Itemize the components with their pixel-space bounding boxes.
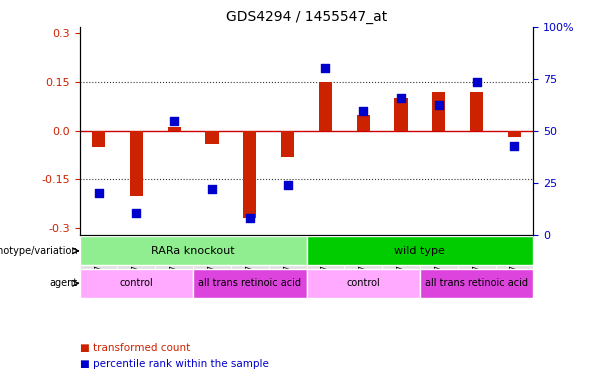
Bar bbox=[319, 82, 332, 131]
Text: RARa knockout: RARa knockout bbox=[151, 246, 235, 256]
Text: control: control bbox=[346, 278, 380, 288]
Point bbox=[509, 143, 519, 149]
Text: GSM775297: GSM775297 bbox=[359, 241, 368, 296]
FancyBboxPatch shape bbox=[306, 269, 420, 298]
Bar bbox=[80, 241, 118, 280]
Bar bbox=[92, 131, 105, 147]
Title: GDS4294 / 1455547_at: GDS4294 / 1455547_at bbox=[226, 10, 387, 25]
FancyBboxPatch shape bbox=[193, 269, 306, 298]
FancyBboxPatch shape bbox=[306, 236, 533, 265]
Text: GSM775302: GSM775302 bbox=[510, 241, 519, 296]
Text: GSM775299: GSM775299 bbox=[170, 241, 179, 296]
Bar bbox=[167, 127, 181, 131]
Bar bbox=[231, 241, 268, 280]
Point bbox=[94, 190, 104, 196]
Text: genotype/variation: genotype/variation bbox=[0, 246, 78, 256]
Point bbox=[245, 215, 255, 222]
Bar bbox=[130, 131, 143, 196]
Text: all trans retinoic acid: all trans retinoic acid bbox=[425, 278, 528, 288]
Point bbox=[358, 108, 368, 114]
Text: GSM775296: GSM775296 bbox=[245, 241, 254, 296]
Text: all trans retinoic acid: all trans retinoic acid bbox=[198, 278, 302, 288]
Bar bbox=[420, 241, 458, 280]
Text: control: control bbox=[120, 278, 153, 288]
Text: GSM775301: GSM775301 bbox=[397, 241, 406, 296]
Text: GSM775291: GSM775291 bbox=[94, 241, 103, 296]
Bar bbox=[193, 241, 231, 280]
Bar bbox=[394, 98, 408, 131]
Bar bbox=[155, 241, 193, 280]
Point bbox=[169, 118, 179, 124]
Bar bbox=[495, 241, 533, 280]
Point bbox=[321, 65, 330, 71]
Text: GSM775295: GSM775295 bbox=[132, 241, 141, 296]
Text: wild type: wild type bbox=[395, 246, 445, 256]
Bar bbox=[508, 131, 521, 137]
Point bbox=[434, 103, 444, 109]
Text: GSM775294: GSM775294 bbox=[434, 241, 443, 296]
Point bbox=[396, 94, 406, 101]
Bar bbox=[281, 131, 294, 157]
Bar bbox=[345, 241, 382, 280]
Bar bbox=[432, 92, 446, 131]
Text: GSM775292: GSM775292 bbox=[207, 241, 216, 296]
Bar bbox=[357, 114, 370, 131]
Text: agent: agent bbox=[50, 278, 78, 288]
Point bbox=[131, 209, 141, 215]
Text: ■ percentile rank within the sample: ■ percentile rank within the sample bbox=[80, 359, 268, 369]
Text: GSM775300: GSM775300 bbox=[283, 241, 292, 296]
Bar bbox=[458, 241, 495, 280]
Bar bbox=[382, 241, 420, 280]
FancyBboxPatch shape bbox=[420, 269, 533, 298]
Point bbox=[207, 186, 217, 192]
Point bbox=[283, 182, 292, 188]
Text: ■ transformed count: ■ transformed count bbox=[80, 343, 190, 353]
Bar bbox=[205, 131, 219, 144]
Text: GSM775293: GSM775293 bbox=[321, 241, 330, 296]
Bar bbox=[118, 241, 155, 280]
FancyBboxPatch shape bbox=[80, 269, 193, 298]
Point bbox=[472, 79, 482, 85]
Bar bbox=[243, 131, 256, 218]
Bar bbox=[470, 92, 483, 131]
Text: GSM775298: GSM775298 bbox=[472, 241, 481, 296]
FancyBboxPatch shape bbox=[80, 236, 306, 265]
Bar bbox=[306, 241, 345, 280]
Bar bbox=[268, 241, 306, 280]
